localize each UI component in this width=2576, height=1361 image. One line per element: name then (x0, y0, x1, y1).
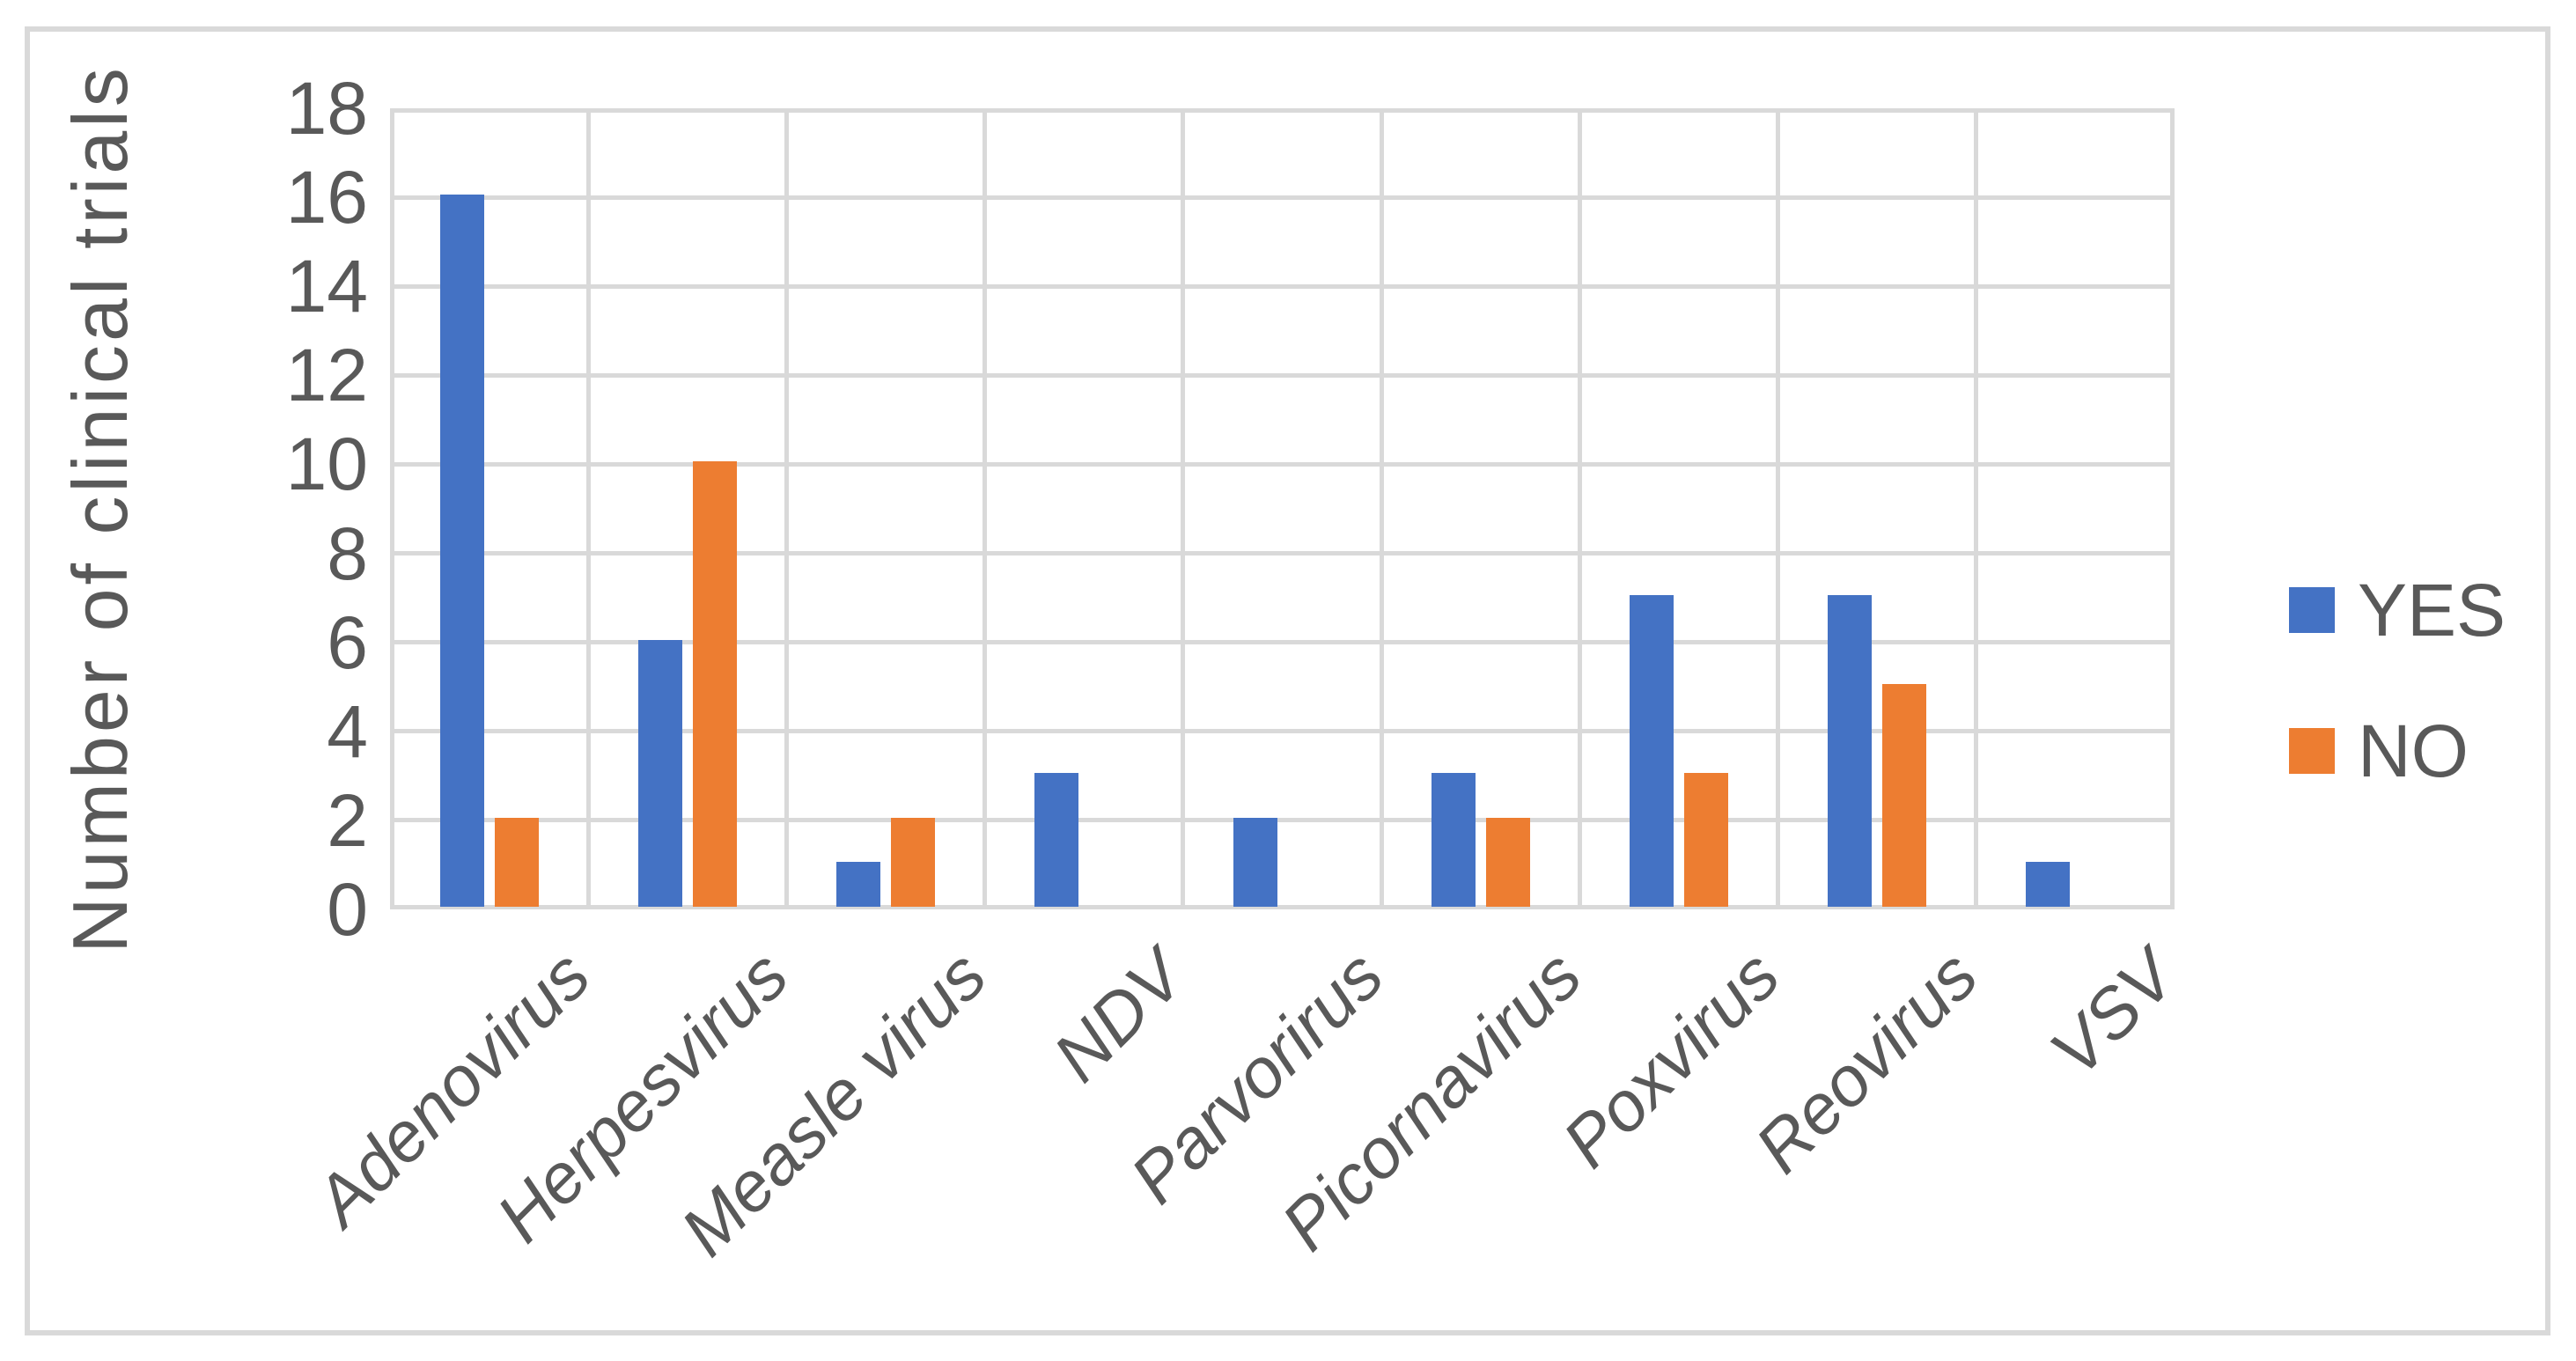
ytick-label-4: 4 (327, 689, 368, 773)
gridline-v-9 (2170, 108, 2175, 909)
gridline-h-4 (390, 729, 2175, 734)
ytick-label-18: 18 (285, 67, 368, 150)
gridline-h-6 (390, 640, 2175, 645)
legend-swatch-no (2289, 728, 2335, 774)
bar-yes-parvorirus (1233, 817, 1277, 907)
gridline-h-12 (390, 372, 2175, 378)
legend-label-yes: YES (2358, 569, 2506, 651)
gridline-h-2 (390, 818, 2175, 823)
bar-no-poxvirus (1683, 773, 1728, 907)
ytick-label-10: 10 (285, 423, 368, 506)
bar-no-picornavirus (1485, 817, 1530, 907)
gridline-h-0 (390, 905, 2175, 909)
gridline-v-1 (585, 108, 591, 909)
bar-yes-picornavirus (1431, 773, 1476, 907)
ytick-label-16: 16 (285, 156, 368, 239)
bar-no-reovirus (1882, 684, 1927, 907)
y-axis-title: Number of clinical trials (56, 64, 144, 953)
bar-no-measle-virus (891, 817, 936, 907)
bar-yes-poxvirus (1629, 595, 1674, 907)
gridline-h-16 (390, 195, 2175, 200)
ytick-label-8: 8 (327, 511, 368, 595)
bar-yes-herpesvirus (637, 639, 682, 907)
bar-yes-ndv (1034, 773, 1079, 907)
bar-yes-vsv (2026, 862, 2071, 907)
gridline-v-3 (983, 108, 988, 909)
bar-no-adenovirus (494, 817, 539, 907)
gridline-v-6 (1577, 108, 1582, 909)
gridline-h-10 (390, 461, 2175, 467)
bar-yes-adenovirus (439, 195, 484, 907)
legend-label-no: NO (2358, 710, 2469, 792)
legend-swatch-yes (2289, 587, 2335, 633)
ytick-label-6: 6 (327, 600, 368, 684)
bar-yes-measle-virus (836, 862, 881, 907)
gridline-h-8 (390, 551, 2175, 556)
gridline-h-18 (390, 108, 2175, 113)
ytick-label-12: 12 (285, 334, 368, 417)
gridline-v-8 (1974, 108, 1979, 909)
legend-item-no: NO (2289, 710, 2506, 792)
plot-area (390, 108, 2175, 909)
ytick-label-2: 2 (327, 778, 368, 862)
gridline-v-4 (1181, 108, 1186, 909)
bar-yes-reovirus (1828, 595, 1873, 907)
ytick-label-14: 14 (285, 245, 368, 328)
gridline-h-14 (390, 283, 2175, 289)
gridline-v-2 (784, 108, 789, 909)
gridline-v-7 (1776, 108, 1781, 909)
legend-item-yes: YES (2289, 569, 2506, 651)
legend: YES NO (2289, 569, 2506, 857)
gridline-v-0 (390, 108, 394, 909)
ytick-label-0: 0 (327, 868, 368, 951)
bar-no-herpesvirus (692, 461, 737, 907)
gridline-v-5 (1379, 108, 1384, 909)
